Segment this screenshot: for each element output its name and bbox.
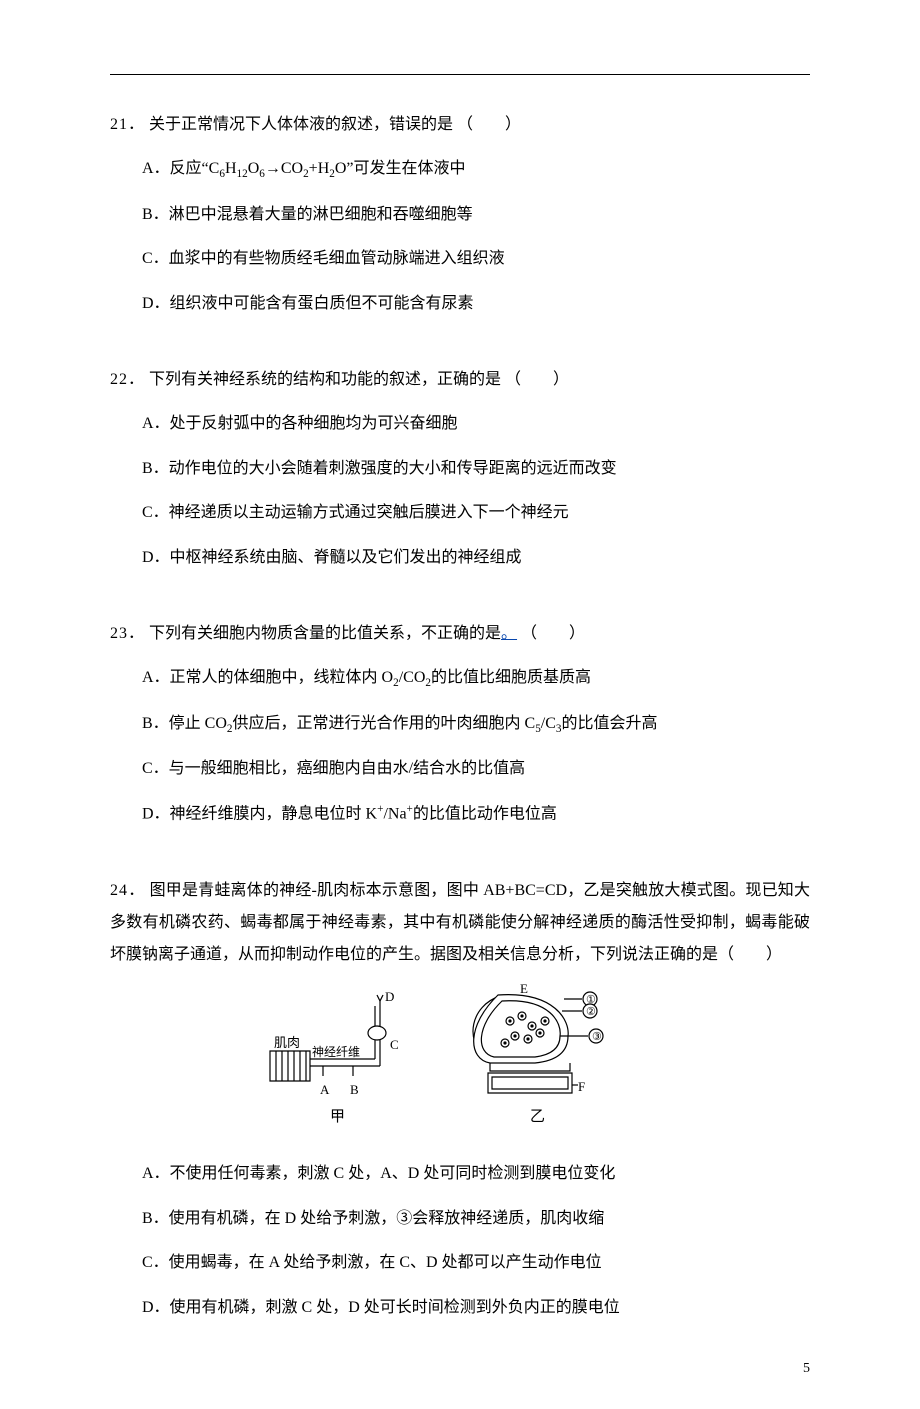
q23-b-4: 的比值会升高 bbox=[562, 715, 658, 732]
q21-paren: （ ） bbox=[457, 116, 521, 133]
q22-option-d: D．中枢神经系统由脑、脊髓以及它们发出的神经组成 bbox=[142, 543, 810, 573]
q24-option-a: A．不使用任何毒素，刺激 C 处，A、D 处可同时检测到膜电位变化 bbox=[142, 1159, 810, 1189]
q22-option-c: C．神经递质以主动运输方式通过突触后膜进入下一个神经元 bbox=[142, 498, 810, 528]
f-o: O bbox=[248, 160, 260, 177]
q23-link-dot[interactable]: 。 bbox=[501, 625, 517, 642]
q22-option-a: A．处于反射弧中的各种细胞均为可兴奋细胞 bbox=[142, 409, 810, 439]
figure-svg: A B C D 肌肉 神经纤维 甲 bbox=[250, 981, 670, 1131]
q21-a-formula: C6H12O6→CO2+H2O bbox=[209, 160, 347, 177]
q24-stem-text: 图甲是青蛙离体的神经-肌肉标本示意图，图中 AB+BC=CD，乙是突触放大模式图… bbox=[110, 882, 810, 963]
page-number: 5 bbox=[803, 1358, 810, 1379]
top-rule bbox=[110, 74, 810, 75]
q23-option-d: D．神经纤维膜内，静息电位时 K+/Na+的比值比动作电位高 bbox=[142, 799, 810, 830]
q21-option-b: B．淋巴中混悬着大量的淋巴细胞和吞噬细胞等 bbox=[142, 200, 810, 230]
question-24: 24． 图甲是青蛙离体的神经-肌肉标本示意图，图中 AB+BC=CD，乙是突触放… bbox=[110, 875, 810, 1323]
q23-a-1: A．正常人的体细胞中，线粒体内 O bbox=[142, 669, 393, 686]
q23-b-3: /C bbox=[541, 715, 556, 732]
q21-number: 21． bbox=[110, 116, 145, 133]
q21-option-a: A．反应“C6H12O6→CO2+H2O”可发生在体液中 bbox=[142, 154, 810, 185]
q21-a-prefix: A．反应“ bbox=[142, 160, 209, 177]
q24-option-b: B．使用有机磷，在 D 处给予刺激，③会释放神经递质，肌肉收缩 bbox=[142, 1204, 810, 1234]
label-F: F bbox=[578, 1079, 585, 1094]
q23-stem: 23． 下列有关细胞内物质含量的比值关系，不正确的是。 （ ） bbox=[110, 619, 810, 649]
q24-number: 24． bbox=[110, 882, 145, 899]
q21-a-suffix: ”可发生在体液中 bbox=[346, 160, 465, 177]
q23-option-c: C．与一般细胞相比，癌细胞内自由水/结合水的比值高 bbox=[142, 754, 810, 784]
q21-option-d: D．组织液中可能含有蛋白质但不可能含有尿素 bbox=[142, 289, 810, 319]
q22-number: 22． bbox=[110, 371, 145, 388]
f-12: 12 bbox=[237, 169, 248, 181]
label-B: B bbox=[350, 1082, 359, 1097]
q22-option-b: B．动作电位的大小会随着刺激强度的大小和传导距离的远近而改变 bbox=[142, 454, 810, 484]
label-nerve-fiber: 神经纤维 bbox=[312, 1045, 360, 1059]
label-E: E bbox=[520, 981, 528, 996]
label-c3: ③ bbox=[592, 1031, 602, 1043]
q23-d-1: D．神经纤维膜内，静息电位时 K bbox=[142, 805, 377, 822]
q24-option-c: C．使用蝎毒，在 A 处给予刺激，在 C、D 处都可以产生动作电位 bbox=[142, 1248, 810, 1278]
q23-b-1: B．停止 CO bbox=[142, 715, 227, 732]
f-arrow: →CO bbox=[265, 160, 303, 177]
q21-option-c: C．血浆中的有些物质经毛细血管动脉端进入组织液 bbox=[142, 244, 810, 274]
q22-stem-text: 下列有关神经系统的结构和功能的叙述，正确的是 bbox=[149, 371, 501, 388]
q23-paren: （ ） bbox=[521, 625, 585, 642]
q24-figure: A B C D 肌肉 神经纤维 甲 bbox=[110, 981, 810, 1139]
q23-a-2: /CO bbox=[399, 669, 426, 686]
q24-option-d: D．使用有机磷，刺激 C 处，D 处可长时间检测到外负内正的膜电位 bbox=[142, 1293, 810, 1323]
q23-d-3: 的比值比动作电位高 bbox=[413, 805, 557, 822]
figure-jia: A B C D 肌肉 神经纤维 甲 bbox=[270, 989, 399, 1125]
label-yi: 乙 bbox=[530, 1109, 545, 1125]
q23-option-a: A．正常人的体细胞中，线粒体内 O2/CO2的比值比细胞质基质高 bbox=[142, 663, 810, 694]
f-ob: O bbox=[335, 160, 347, 177]
q23-number: 23． bbox=[110, 625, 145, 642]
question-23: 23． 下列有关细胞内物质含量的比值关系，不正确的是。 （ ） A．正常人的体细… bbox=[110, 619, 810, 829]
label-c2: ② bbox=[586, 1006, 596, 1018]
label-c1: ① bbox=[586, 994, 596, 1006]
q23-stem-text: 下列有关细胞内物质含量的比值关系，不正确的是 bbox=[149, 625, 501, 642]
f-h: H bbox=[225, 160, 237, 177]
q24-stem: 24． 图甲是青蛙离体的神经-肌肉标本示意图，图中 AB+BC=CD，乙是突触放… bbox=[110, 875, 810, 971]
q23-d-2: /Na bbox=[383, 805, 406, 822]
q21-stem: 21． 关于正常情况下人体体液的叙述，错误的是 （ ） bbox=[110, 110, 810, 140]
question-22: 22． 下列有关神经系统的结构和功能的叙述，正确的是 （ ） A．处于反射弧中的… bbox=[110, 365, 810, 573]
q23-b-2: 供应后，正常进行光合作用的叶肉细胞内 C bbox=[233, 715, 536, 732]
q21-stem-text: 关于正常情况下人体体液的叙述，错误的是 bbox=[149, 116, 453, 133]
q22-stem: 22． 下列有关神经系统的结构和功能的叙述，正确的是 （ ） bbox=[110, 365, 810, 395]
q23-a-3: 的比值比细胞质基质高 bbox=[431, 669, 591, 686]
f-h2: +H bbox=[309, 160, 330, 177]
label-D: D bbox=[385, 989, 394, 1004]
q24-paren: （ ） bbox=[718, 946, 782, 963]
f-c: C bbox=[209, 160, 220, 177]
label-jia: 甲 bbox=[330, 1109, 345, 1125]
question-21: 21． 关于正常情况下人体体液的叙述，错误的是 （ ） A．反应“C6H12O6… bbox=[110, 110, 810, 319]
label-muscle: 肌肉 bbox=[274, 1035, 300, 1050]
q23-option-b: B．停止 CO2供应后，正常进行光合作用的叶肉细胞内 C5/C3的比值会升高 bbox=[142, 709, 810, 740]
label-C: C bbox=[390, 1037, 399, 1052]
label-A: A bbox=[320, 1082, 330, 1097]
q22-paren: （ ） bbox=[505, 371, 569, 388]
figure-yi: E F ① ② ③ 乙 bbox=[473, 981, 603, 1125]
